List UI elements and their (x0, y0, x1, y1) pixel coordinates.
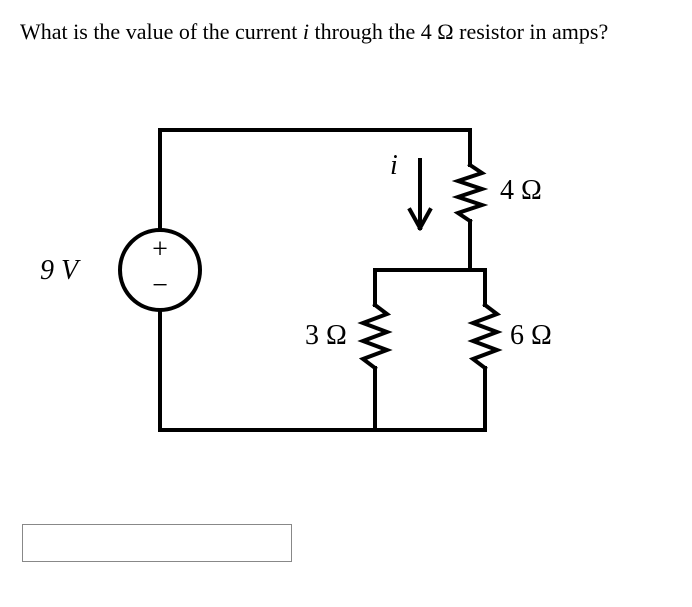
circuit-svg: + − (90, 110, 590, 460)
circuit-diagram: + − 9 V i 4 Ω 3 Ω 6 Ω (90, 110, 590, 460)
page-root: What is the value of the current i throu… (0, 0, 692, 607)
resistor-6ohm (473, 305, 497, 368)
resistor-6ohm-label: 6 Ω (510, 320, 552, 352)
question-suffix: resistor in amps? (454, 19, 609, 44)
resistor-3ohm (363, 305, 387, 368)
question-resistor-value: 4 Ω (421, 19, 454, 44)
resistor-3ohm-label: 3 Ω (305, 320, 347, 352)
source-label: 9 V (40, 255, 78, 287)
source-polarity-minus: − (152, 270, 168, 301)
answer-input[interactable] (22, 524, 292, 562)
current-label: i (390, 150, 398, 182)
question-middle: through the (309, 19, 421, 44)
resistor-4ohm-label: 4 Ω (500, 175, 542, 207)
resistor-4ohm (458, 165, 482, 221)
question-text: What is the value of the current i throu… (20, 18, 672, 47)
source-polarity-plus: + (152, 234, 168, 265)
question-prefix: What is the value of the current (20, 19, 303, 44)
